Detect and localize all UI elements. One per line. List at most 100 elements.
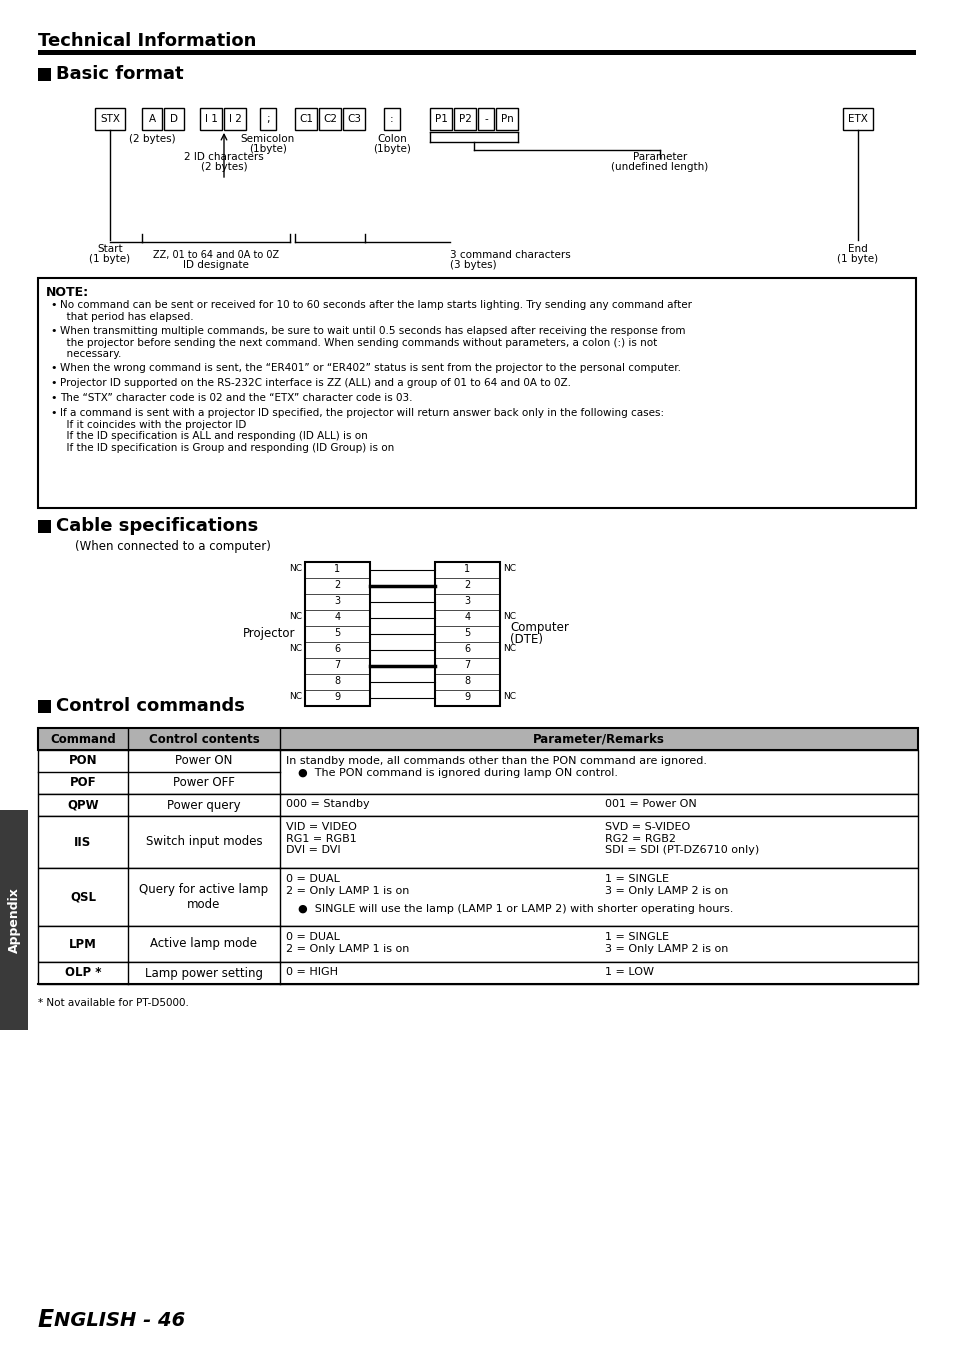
Text: •: • bbox=[50, 363, 56, 373]
Text: (DTE): (DTE) bbox=[510, 633, 542, 647]
Text: 7: 7 bbox=[334, 660, 340, 670]
Text: If a command is sent with a projector ID specified, the projector will return an: If a command is sent with a projector ID… bbox=[60, 408, 663, 452]
Bar bbox=[142, 108, 162, 130]
Text: I 2: I 2 bbox=[229, 113, 241, 124]
Bar bbox=[435, 562, 499, 706]
Bar bbox=[38, 794, 917, 815]
Bar bbox=[38, 868, 917, 926]
Text: Parameter/Remarks: Parameter/Remarks bbox=[533, 733, 664, 747]
Text: (When connected to a computer): (When connected to a computer) bbox=[75, 540, 271, 553]
Text: E: E bbox=[38, 1308, 54, 1332]
Text: 0 = DUAL
2 = Only LAMP 1 is on: 0 = DUAL 2 = Only LAMP 1 is on bbox=[286, 873, 409, 895]
Text: Computer: Computer bbox=[510, 621, 568, 634]
Text: ETX: ETX bbox=[847, 113, 867, 124]
Text: 5: 5 bbox=[334, 628, 340, 639]
Text: -: - bbox=[483, 113, 487, 124]
Text: Control contents: Control contents bbox=[149, 733, 259, 747]
Text: (1 byte): (1 byte) bbox=[90, 254, 131, 265]
Text: 3: 3 bbox=[464, 595, 470, 606]
Bar bbox=[477, 108, 494, 130]
Text: (1byte): (1byte) bbox=[373, 144, 411, 154]
Text: 5: 5 bbox=[464, 628, 470, 639]
Text: (2 bytes): (2 bytes) bbox=[200, 162, 247, 171]
Bar bbox=[384, 108, 399, 130]
Text: ZZ, 01 to 64 and 0A to 0Z: ZZ, 01 to 64 and 0A to 0Z bbox=[152, 250, 279, 261]
Text: NC: NC bbox=[289, 564, 302, 572]
Bar bbox=[305, 562, 370, 706]
Text: Power query: Power query bbox=[167, 798, 240, 811]
Text: NC: NC bbox=[502, 612, 516, 621]
Bar bbox=[0, 810, 28, 1030]
Text: •: • bbox=[50, 378, 56, 387]
Text: OLP *: OLP * bbox=[65, 967, 101, 980]
Text: Cable specifications: Cable specifications bbox=[56, 517, 258, 535]
Bar bbox=[38, 815, 917, 868]
Text: POF: POF bbox=[70, 776, 96, 790]
Text: LPM: LPM bbox=[69, 937, 97, 950]
Text: P2: P2 bbox=[458, 113, 471, 124]
Text: Active lamp mode: Active lamp mode bbox=[151, 937, 257, 950]
Bar bbox=[38, 926, 917, 963]
Text: 6: 6 bbox=[335, 644, 340, 653]
Text: 2: 2 bbox=[334, 580, 340, 590]
Bar bbox=[38, 963, 917, 984]
Text: ●  The PON command is ignored during lamp ON control.: ● The PON command is ignored during lamp… bbox=[297, 768, 618, 778]
Text: A: A bbox=[149, 113, 155, 124]
Text: STX: STX bbox=[100, 113, 120, 124]
Text: 9: 9 bbox=[335, 693, 340, 702]
Bar bbox=[343, 108, 365, 130]
Text: Projector ID supported on the RS-232C interface is ZZ (ALL) and a group of 01 to: Projector ID supported on the RS-232C in… bbox=[60, 378, 571, 387]
Text: Start: Start bbox=[97, 244, 123, 254]
Text: 4: 4 bbox=[464, 612, 470, 622]
Text: :: : bbox=[390, 113, 394, 124]
Text: •: • bbox=[50, 393, 56, 404]
Text: Pn: Pn bbox=[500, 113, 513, 124]
Text: NC: NC bbox=[502, 644, 516, 653]
Text: •: • bbox=[50, 325, 56, 336]
Text: Lamp power setting: Lamp power setting bbox=[145, 967, 263, 980]
Bar bbox=[164, 108, 184, 130]
Text: Technical Information: Technical Information bbox=[38, 32, 256, 50]
Bar bbox=[38, 278, 915, 508]
Text: 6: 6 bbox=[464, 644, 470, 653]
Bar bbox=[318, 108, 340, 130]
Text: 8: 8 bbox=[335, 676, 340, 686]
Text: Power OFF: Power OFF bbox=[172, 776, 234, 790]
Bar bbox=[260, 108, 275, 130]
Text: Control commands: Control commands bbox=[56, 697, 245, 716]
Text: Projector: Projector bbox=[242, 628, 294, 640]
Bar bbox=[38, 50, 915, 55]
Bar bbox=[38, 68, 51, 81]
Text: 3 command characters: 3 command characters bbox=[450, 250, 570, 261]
Bar bbox=[294, 108, 316, 130]
Text: NGLISH - 46: NGLISH - 46 bbox=[54, 1311, 185, 1330]
Text: (2 bytes): (2 bytes) bbox=[129, 134, 175, 144]
Text: 000 = Standby: 000 = Standby bbox=[286, 799, 369, 809]
Text: •: • bbox=[50, 300, 56, 310]
Text: C1: C1 bbox=[298, 113, 313, 124]
Text: QPW: QPW bbox=[67, 798, 99, 811]
Text: (3 bytes): (3 bytes) bbox=[450, 261, 497, 270]
Text: The “STX” character code is 02 and the “ETX” character code is 03.: The “STX” character code is 02 and the “… bbox=[60, 393, 412, 404]
Text: IIS: IIS bbox=[74, 836, 91, 849]
Text: 0 = DUAL
2 = Only LAMP 1 is on: 0 = DUAL 2 = Only LAMP 1 is on bbox=[286, 931, 409, 953]
Text: Colon: Colon bbox=[376, 134, 406, 144]
Text: No command can be sent or received for 10 to 60 seconds after the lamp starts li: No command can be sent or received for 1… bbox=[60, 300, 691, 321]
Text: C3: C3 bbox=[347, 113, 360, 124]
Text: NC: NC bbox=[289, 693, 302, 701]
Text: NOTE:: NOTE: bbox=[46, 286, 89, 298]
Text: Command: Command bbox=[51, 733, 115, 747]
Text: Basic format: Basic format bbox=[56, 65, 183, 82]
Text: * Not available for PT-D5000.: * Not available for PT-D5000. bbox=[38, 998, 189, 1008]
Text: Semicolon: Semicolon bbox=[240, 134, 294, 144]
Text: •: • bbox=[50, 408, 56, 418]
Text: In standby mode, all commands other than the PON command are ignored.: In standby mode, all commands other than… bbox=[286, 756, 706, 765]
Text: 4: 4 bbox=[335, 612, 340, 622]
Bar bbox=[95, 108, 125, 130]
Text: 001 = Power ON: 001 = Power ON bbox=[604, 799, 696, 809]
Text: P1: P1 bbox=[435, 113, 447, 124]
Text: 1 = SINGLE
3 = Only LAMP 2 is on: 1 = SINGLE 3 = Only LAMP 2 is on bbox=[604, 931, 727, 953]
Text: C2: C2 bbox=[323, 113, 336, 124]
Text: Power ON: Power ON bbox=[175, 755, 233, 768]
Text: Query for active lamp
mode: Query for active lamp mode bbox=[139, 883, 269, 911]
